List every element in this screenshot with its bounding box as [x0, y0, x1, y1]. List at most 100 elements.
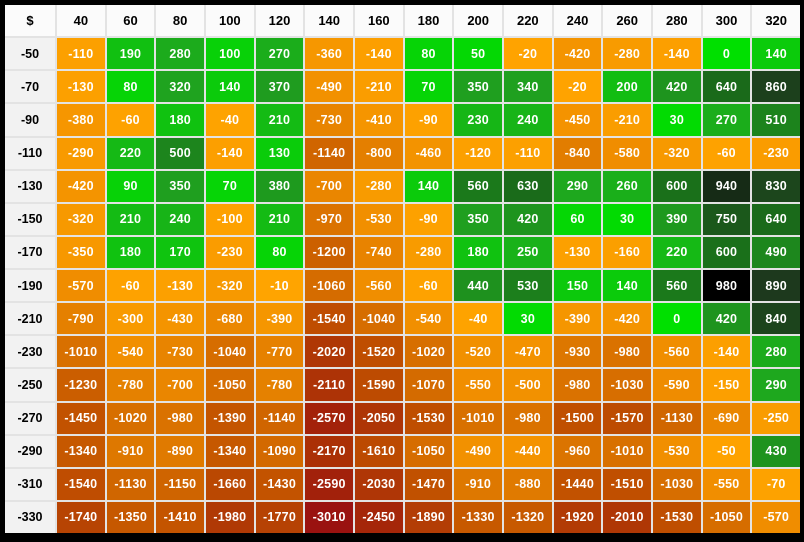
matrix-cell: -1050: [404, 435, 453, 467]
matrix-cell: -780: [255, 369, 304, 401]
matrix-cell: -680: [206, 303, 254, 335]
col-header: 260: [603, 5, 651, 37]
matrix-cell: -130: [57, 71, 105, 103]
matrix-cell: -1140: [305, 137, 353, 169]
matrix-cell: 600: [653, 170, 701, 202]
matrix-cell: -410: [355, 104, 403, 136]
matrix-cell: -440: [504, 435, 552, 467]
matrix-cell: 420: [702, 303, 751, 335]
matrix-cell: -280: [355, 170, 403, 202]
matrix-cell: -910: [106, 435, 155, 467]
col-header: 200: [454, 5, 502, 37]
matrix-cell: 890: [752, 270, 800, 302]
matrix-cell: -980: [504, 402, 552, 434]
col-header: 60: [106, 5, 155, 37]
col-header: 320: [752, 5, 800, 37]
matrix-cell: 630: [504, 170, 552, 202]
matrix-cell: 270: [702, 104, 751, 136]
row-header: -290: [5, 435, 55, 467]
matrix-cell: 420: [653, 71, 701, 103]
matrix-cell: -1740: [57, 501, 105, 533]
matrix-cell: -700: [305, 170, 353, 202]
matrix-cell: -320: [57, 203, 105, 235]
matrix-cell: 320: [156, 71, 204, 103]
matrix-cell: -60: [106, 104, 155, 136]
matrix-cell: -800: [355, 137, 403, 169]
matrix-cell: -1320: [504, 501, 552, 533]
matrix-cell: 830: [752, 170, 800, 202]
matrix-cell: -110: [504, 137, 552, 169]
matrix-cell: -290: [57, 137, 105, 169]
matrix-cell: -2030: [355, 468, 403, 500]
matrix-cell: -1050: [702, 501, 751, 533]
matrix-cell: 560: [653, 270, 701, 302]
matrix-cell: -540: [106, 336, 155, 368]
matrix-cell: -1440: [553, 468, 602, 500]
matrix-cell: -1530: [653, 501, 701, 533]
matrix-cell: 0: [653, 303, 701, 335]
matrix-cell: 130: [255, 137, 304, 169]
matrix-cell: -60: [106, 270, 155, 302]
row-header: -70: [5, 71, 55, 103]
matrix-cell: -520: [454, 336, 502, 368]
matrix-cell: -840: [553, 137, 602, 169]
matrix-cell: -320: [206, 270, 254, 302]
matrix-cell: 140: [404, 170, 453, 202]
matrix-cell: -1610: [355, 435, 403, 467]
matrix-cell: 140: [752, 38, 800, 70]
matrix-cell: -2590: [305, 468, 353, 500]
matrix-cell: 90: [106, 170, 155, 202]
matrix-cell: -460: [404, 137, 453, 169]
matrix-cell: -10: [255, 270, 304, 302]
matrix-cell: 370: [255, 71, 304, 103]
matrix-cell: 0: [702, 38, 751, 70]
matrix-cell: 600: [702, 236, 751, 268]
matrix-cell: -880: [504, 468, 552, 500]
matrix-cell: -1010: [454, 402, 502, 434]
matrix-cell: -790: [57, 303, 105, 335]
matrix-cell: -60: [404, 270, 453, 302]
row-header: -230: [5, 336, 55, 368]
matrix-cell: -1090: [255, 435, 304, 467]
matrix-cell: -300: [106, 303, 155, 335]
matrix-cell: -390: [255, 303, 304, 335]
matrix-cell: 80: [106, 71, 155, 103]
matrix-cell: -420: [553, 38, 602, 70]
matrix-cell: 530: [504, 270, 552, 302]
matrix-cell: -2450: [355, 501, 403, 533]
matrix-cell: -40: [206, 104, 254, 136]
matrix-cell: -140: [355, 38, 403, 70]
matrix-cell: 180: [156, 104, 204, 136]
corner-header: $: [5, 5, 55, 37]
matrix-cell: -1660: [206, 468, 254, 500]
matrix-cell: -740: [355, 236, 403, 268]
matrix-cell: -1890: [404, 501, 453, 533]
matrix-cell: -780: [106, 369, 155, 401]
matrix-cell: -960: [553, 435, 602, 467]
row-header: -150: [5, 203, 55, 235]
matrix-cell: -2110: [305, 369, 353, 401]
matrix-cell: -1130: [653, 402, 701, 434]
matrix-cell: 640: [752, 203, 800, 235]
matrix-cell: -690: [702, 402, 751, 434]
matrix-cell: 500: [156, 137, 204, 169]
matrix-cell: -1540: [305, 303, 353, 335]
matrix-cell: -1770: [255, 501, 304, 533]
matrix-cell: -160: [603, 236, 651, 268]
matrix-cell: -1340: [57, 435, 105, 467]
matrix-cell: -1230: [57, 369, 105, 401]
matrix-cell: -120: [454, 137, 502, 169]
matrix-cell: -1920: [553, 501, 602, 533]
matrix-cell: 240: [156, 203, 204, 235]
matrix-cell: 230: [454, 104, 502, 136]
matrix-cell: 30: [653, 104, 701, 136]
matrix-cell: 940: [702, 170, 751, 202]
matrix-cell: -1470: [404, 468, 453, 500]
matrix-cell: 210: [255, 104, 304, 136]
matrix-cell: -560: [355, 270, 403, 302]
matrix-cell: -420: [57, 170, 105, 202]
col-header: 40: [57, 5, 105, 37]
matrix-cell: -1150: [156, 468, 204, 500]
matrix-cell: 30: [603, 203, 651, 235]
col-header: 300: [702, 5, 751, 37]
